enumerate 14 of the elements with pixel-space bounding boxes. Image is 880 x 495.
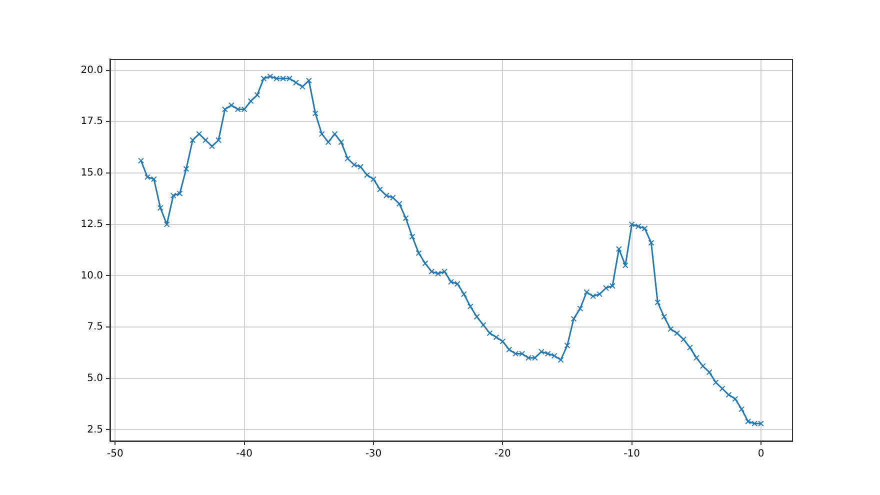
x-tick-label: -40 [236,448,253,460]
y-tick-label: 7.5 [87,322,103,333]
x-tick-label: -50 [106,448,124,460]
y-tick-label: 10.0 [80,270,103,282]
x-tick-label: -10 [624,448,640,460]
y-tick-label: 2.5 [87,424,103,436]
x-tick-label: -20 [494,448,511,460]
y-tick-label: 12.5 [80,218,103,230]
y-tick-label: 20.0 [80,64,103,76]
x-tick-label: -30 [365,448,382,460]
y-tick-label: 15.0 [80,168,103,179]
x-tick-label: 0 [758,448,764,460]
y-tick-label: 5.0 [87,372,103,384]
y-tick-label: 17.5 [80,116,103,128]
